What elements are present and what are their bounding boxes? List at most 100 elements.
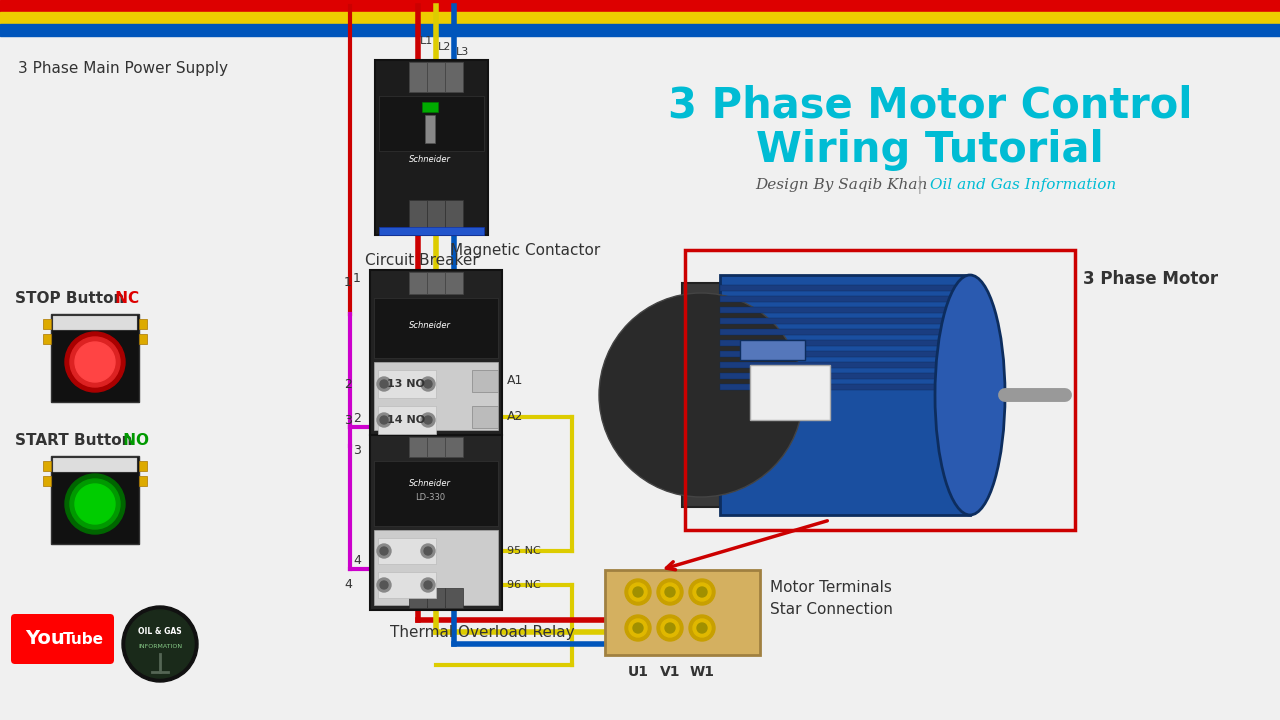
Text: |: | — [918, 176, 923, 194]
Ellipse shape — [934, 275, 1005, 515]
Text: Schneider: Schneider — [410, 156, 451, 164]
Bar — [445, 62, 463, 92]
Bar — [422, 102, 438, 112]
Bar — [51, 314, 140, 402]
Text: 3: 3 — [344, 413, 352, 426]
Circle shape — [65, 332, 125, 392]
Text: V1: V1 — [659, 665, 680, 679]
Circle shape — [424, 581, 433, 589]
Bar — [428, 437, 445, 457]
Bar — [719, 318, 970, 324]
Circle shape — [599, 293, 803, 497]
Text: INFORMATION: INFORMATION — [138, 644, 182, 649]
Text: 4: 4 — [344, 578, 352, 592]
Circle shape — [666, 623, 675, 633]
Text: 3 Phase Main Power Supply: 3 Phase Main Power Supply — [18, 60, 228, 76]
Text: 96 NC: 96 NC — [507, 580, 540, 590]
Bar — [410, 200, 428, 230]
Circle shape — [380, 380, 388, 388]
Bar — [605, 570, 760, 655]
Circle shape — [698, 587, 707, 597]
Circle shape — [689, 615, 716, 641]
Bar — [0, 12, 1280, 24]
Bar — [140, 319, 147, 329]
Bar — [44, 334, 51, 344]
Bar — [682, 283, 719, 507]
Circle shape — [657, 615, 684, 641]
Bar — [472, 406, 498, 428]
Text: 2: 2 — [353, 413, 361, 426]
Bar — [410, 588, 428, 608]
Bar — [719, 384, 970, 390]
Circle shape — [698, 623, 707, 633]
Text: STOP Button: STOP Button — [15, 291, 124, 306]
Bar — [379, 96, 484, 151]
Circle shape — [625, 615, 652, 641]
Text: Wiring Tutorial: Wiring Tutorial — [756, 129, 1103, 171]
Bar — [445, 588, 463, 608]
Bar — [370, 270, 502, 435]
Bar — [740, 340, 805, 360]
Bar — [719, 307, 970, 313]
Bar — [750, 365, 829, 420]
Bar — [374, 298, 498, 358]
Bar — [719, 275, 970, 515]
Circle shape — [421, 413, 435, 427]
Text: 1: 1 — [344, 276, 352, 289]
Circle shape — [421, 578, 435, 592]
Circle shape — [378, 377, 390, 391]
Text: Magnetic Contactor: Magnetic Contactor — [451, 243, 600, 258]
Circle shape — [660, 583, 678, 601]
Circle shape — [378, 544, 390, 558]
Bar — [685, 250, 1075, 530]
Bar — [52, 458, 137, 472]
Circle shape — [125, 610, 195, 678]
Text: NO: NO — [118, 433, 148, 448]
Bar — [140, 476, 147, 486]
Bar — [140, 334, 147, 344]
Bar — [428, 272, 445, 294]
Circle shape — [666, 587, 675, 597]
Circle shape — [76, 484, 115, 524]
Text: W1: W1 — [690, 665, 714, 679]
Bar — [428, 62, 445, 92]
Text: Star Connection: Star Connection — [771, 602, 893, 617]
Circle shape — [692, 583, 710, 601]
Circle shape — [634, 623, 643, 633]
Bar — [719, 373, 970, 379]
Text: L2: L2 — [438, 42, 452, 52]
Text: Schneider: Schneider — [410, 320, 451, 330]
Text: L3: L3 — [456, 47, 470, 57]
Text: Tube: Tube — [63, 631, 104, 647]
Circle shape — [380, 416, 388, 424]
Bar — [140, 461, 147, 471]
Bar — [378, 370, 436, 398]
Bar — [719, 351, 970, 357]
Circle shape — [76, 342, 115, 382]
Text: A1: A1 — [507, 374, 524, 387]
Bar — [410, 272, 428, 294]
Bar — [410, 437, 428, 457]
Text: Oil and Gas Information: Oil and Gas Information — [931, 178, 1116, 192]
Bar — [0, 0, 1280, 12]
Text: START Button: START Button — [15, 433, 133, 448]
Bar — [374, 530, 498, 605]
Bar — [445, 437, 463, 457]
Text: NC: NC — [110, 291, 140, 306]
Bar — [44, 319, 51, 329]
Bar — [374, 461, 498, 526]
Bar — [375, 60, 488, 235]
Bar — [445, 200, 463, 230]
Bar — [719, 362, 970, 368]
Text: Thermal Overload Relay: Thermal Overload Relay — [390, 625, 575, 640]
Circle shape — [421, 544, 435, 558]
Circle shape — [122, 606, 198, 682]
Bar — [719, 329, 970, 335]
Bar — [425, 115, 435, 143]
Text: Circuit Breaker: Circuit Breaker — [365, 253, 479, 268]
Circle shape — [378, 413, 390, 427]
Text: L1: L1 — [420, 36, 433, 46]
Circle shape — [628, 583, 646, 601]
Circle shape — [70, 479, 120, 529]
Text: Design By Saqib Khan: Design By Saqib Khan — [755, 178, 928, 192]
